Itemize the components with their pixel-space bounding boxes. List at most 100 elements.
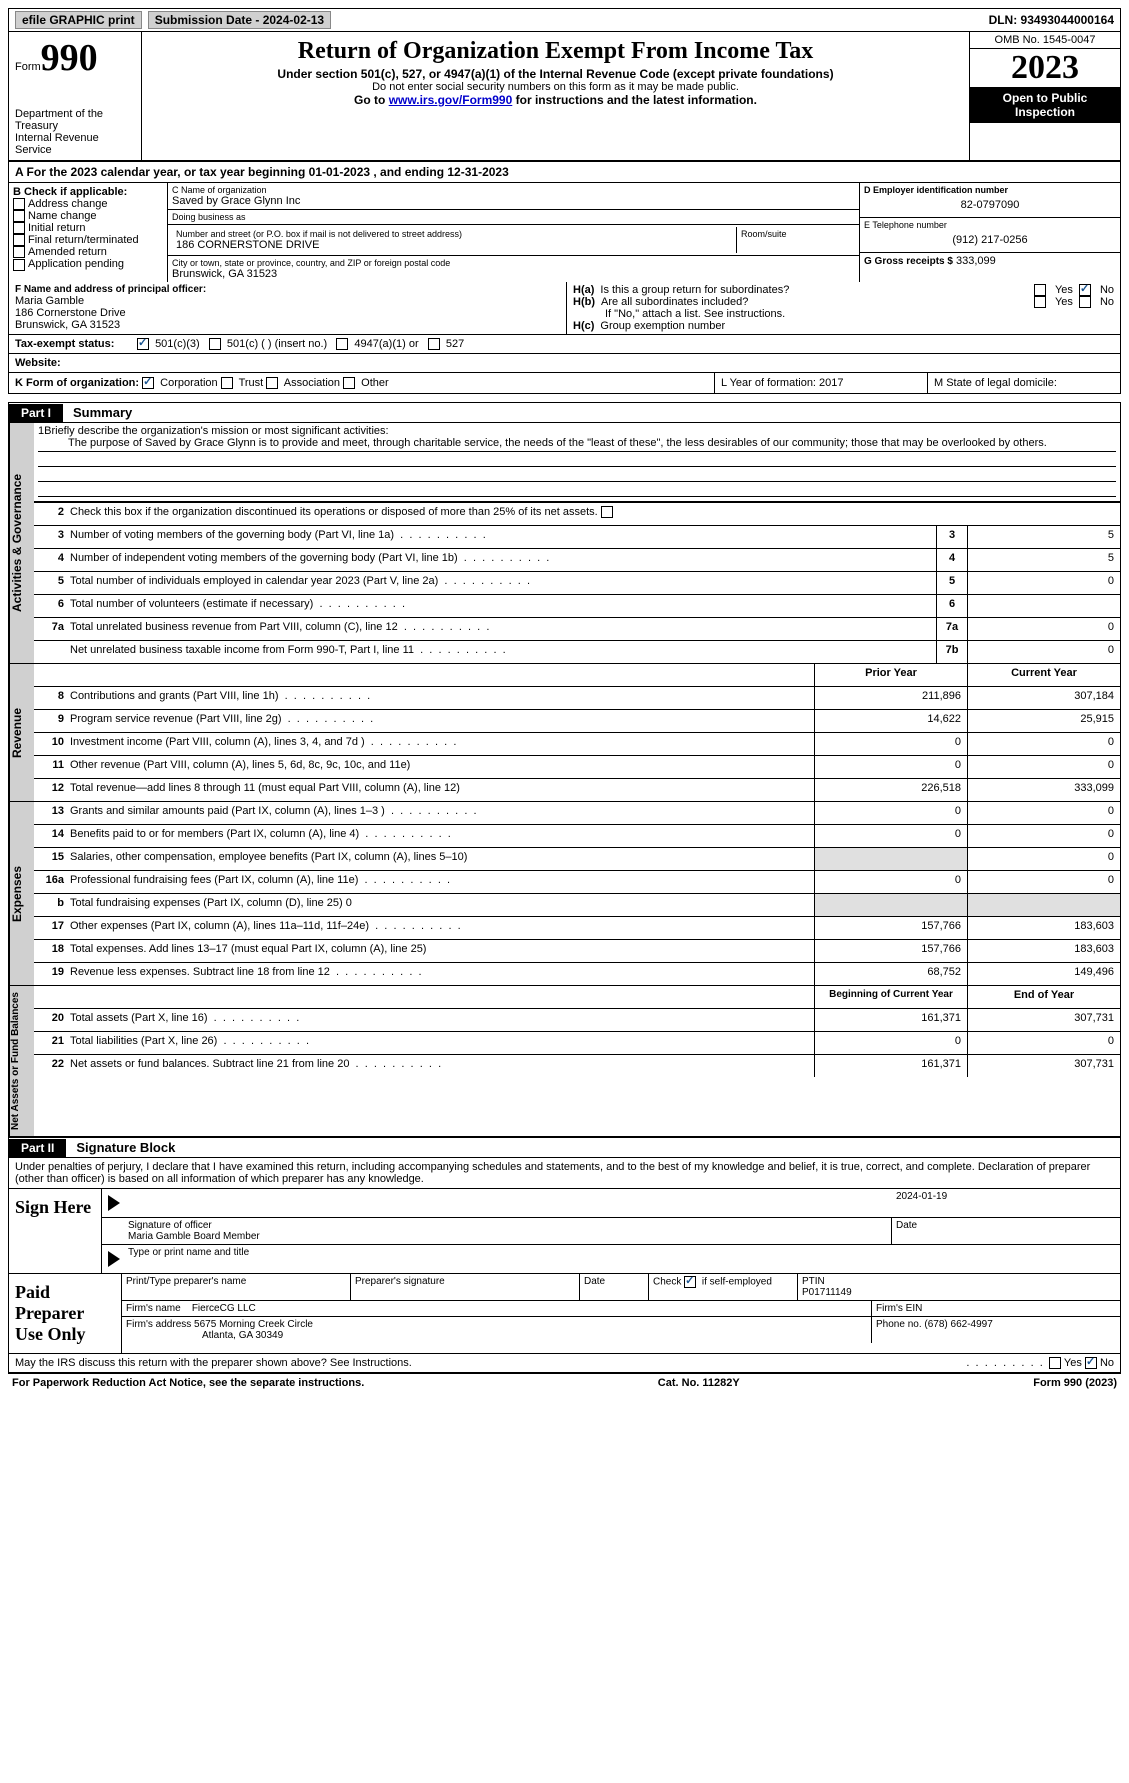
line8: Contributions and grants (Part VIII, lin…	[68, 687, 814, 709]
part2-tag: Part II	[9, 1139, 66, 1157]
chk-initial-return[interactable]	[13, 222, 25, 234]
chk-amended[interactable]	[13, 246, 25, 258]
line21: Total liabilities (Part X, line 26)	[68, 1032, 814, 1054]
chk-line2[interactable]	[601, 506, 613, 518]
street-label: Number and street (or P.O. box if mail i…	[176, 229, 732, 239]
officer-addr2: Brunswick, GA 31523	[15, 319, 560, 331]
form-number: 990	[41, 37, 98, 79]
box-b-header: B Check if applicable:	[13, 186, 163, 198]
line5: Total number of individuals employed in …	[68, 572, 936, 594]
e22: 307,731	[967, 1055, 1120, 1077]
c18: 183,603	[967, 940, 1120, 962]
org-name: Saved by Grace Glynn Inc	[172, 195, 855, 207]
box-deg: D Employer identification number 82-0797…	[859, 183, 1120, 282]
prep-date-lbl: Date	[580, 1274, 649, 1300]
irs-link[interactable]: www.irs.gov/Form990	[389, 93, 513, 107]
phone-value: (912) 217-0256	[864, 230, 1116, 250]
ein-value: 82-0797090	[864, 195, 1116, 215]
arrow-icon-2	[108, 1251, 120, 1267]
hb-yes[interactable]	[1034, 296, 1046, 308]
chk-self-employed[interactable]	[684, 1276, 696, 1288]
b22: 161,371	[814, 1055, 967, 1077]
part1-title: Summary	[63, 403, 142, 422]
line12: Total revenue—add lines 8 through 11 (mu…	[68, 779, 814, 801]
ha-yes[interactable]	[1034, 284, 1046, 296]
prior-year-hdr: Prior Year	[814, 664, 967, 686]
sub2: Do not enter social security numbers on …	[150, 81, 961, 93]
vtab-netassets: Net Assets or Fund Balances	[9, 986, 34, 1136]
firm-ein-lbl: Firm's EIN	[872, 1301, 1120, 1316]
chk-final-return[interactable]	[13, 234, 25, 246]
p12: 226,518	[814, 779, 967, 801]
org-name-label: C Name of organization	[172, 185, 855, 195]
phone-label: E Telephone number	[864, 220, 1116, 230]
c19: 149,496	[967, 963, 1120, 985]
submission-date-button[interactable]: Submission Date - 2024-02-13	[148, 11, 331, 29]
c10: 0	[967, 733, 1120, 755]
p19: 68,752	[814, 963, 967, 985]
c17: 183,603	[967, 917, 1120, 939]
preparer-label: Paid Preparer Use Only	[9, 1274, 122, 1353]
ha-no[interactable]	[1079, 284, 1091, 296]
chk-other[interactable]	[343, 377, 355, 389]
c9: 25,915	[967, 710, 1120, 732]
form-ref: Form 990 (2023)	[1033, 1377, 1117, 1389]
may-no[interactable]	[1085, 1357, 1097, 1369]
box-h: H(a) Is this a group return for subordin…	[567, 282, 1120, 334]
may-yes[interactable]	[1049, 1357, 1061, 1369]
chk-4947[interactable]	[336, 338, 348, 350]
irs-label: Internal Revenue Service	[15, 132, 135, 156]
c12: 333,099	[967, 779, 1120, 801]
line9: Program service revenue (Part VIII, line…	[68, 710, 814, 732]
mission-text: The purpose of Saved by Grace Glynn is t…	[38, 437, 1116, 452]
line16b: Total fundraising expenses (Part IX, col…	[68, 894, 814, 916]
omb-number: OMB No. 1545-0047	[970, 32, 1120, 49]
c11: 0	[967, 756, 1120, 778]
ha-text: Is this a group return for subordinates?	[600, 284, 1028, 296]
p16a: 0	[814, 871, 967, 893]
chk-501c[interactable]	[209, 338, 221, 350]
sig-date-lbl: Date	[892, 1218, 1120, 1244]
sub1: Under section 501(c), 527, or 4947(a)(1)…	[150, 67, 961, 81]
chk-527[interactable]	[428, 338, 440, 350]
title-block: Return of Organization Exempt From Incom…	[142, 32, 969, 160]
firm-name: Firm's name FierceCG LLC	[122, 1301, 872, 1316]
p13: 0	[814, 802, 967, 824]
chk-app-pending[interactable]	[13, 259, 25, 271]
line1-label: Briefly describe the organization's miss…	[44, 425, 388, 437]
efile-button[interactable]: efile GRAPHIC print	[15, 11, 142, 29]
firm-phone: Phone no. (678) 662-4997	[872, 1317, 1120, 1343]
tax-year: 2023	[970, 49, 1120, 87]
line13: Grants and similar amounts paid (Part IX…	[68, 802, 814, 824]
part1-tag: Part I	[9, 404, 63, 422]
b21: 0	[814, 1032, 967, 1054]
chk-corp[interactable]	[142, 377, 154, 389]
chk-trust[interactable]	[221, 377, 233, 389]
ein-label: D Employer identification number	[864, 185, 1116, 195]
p18: 157,766	[814, 940, 967, 962]
c16a: 0	[967, 871, 1120, 893]
room-label: Room/suite	[741, 229, 851, 239]
line6: Total number of volunteers (estimate if …	[68, 595, 936, 617]
form-word: Form	[15, 61, 41, 73]
begin-year-hdr: Beginning of Current Year	[814, 986, 967, 1008]
row-i-label: Tax-exempt status:	[9, 335, 131, 353]
c13: 0	[967, 802, 1120, 824]
vtab-expenses: Expenses	[9, 802, 34, 985]
officer-name: Maria Gamble	[15, 295, 560, 307]
p17: 157,766	[814, 917, 967, 939]
chk-name-change[interactable]	[13, 210, 25, 222]
chk-address-change[interactable]	[13, 198, 25, 210]
vtab-revenue: Revenue	[9, 664, 34, 801]
box-c: C Name of organization Saved by Grace Gl…	[168, 183, 859, 282]
line19: Revenue less expenses. Subtract line 18 …	[68, 963, 814, 985]
footer: For Paperwork Reduction Act Notice, see …	[8, 1373, 1121, 1392]
line3: Number of voting members of the governin…	[68, 526, 936, 548]
part2-title: Signature Block	[66, 1138, 185, 1157]
hc-text: Group exemption number	[600, 320, 725, 332]
hb-no[interactable]	[1079, 296, 1091, 308]
chk-assoc[interactable]	[266, 377, 278, 389]
prep-self-emp: Check if self-employed	[649, 1274, 798, 1300]
chk-501c3[interactable]	[137, 338, 149, 350]
city-value: Brunswick, GA 31523	[172, 268, 855, 280]
